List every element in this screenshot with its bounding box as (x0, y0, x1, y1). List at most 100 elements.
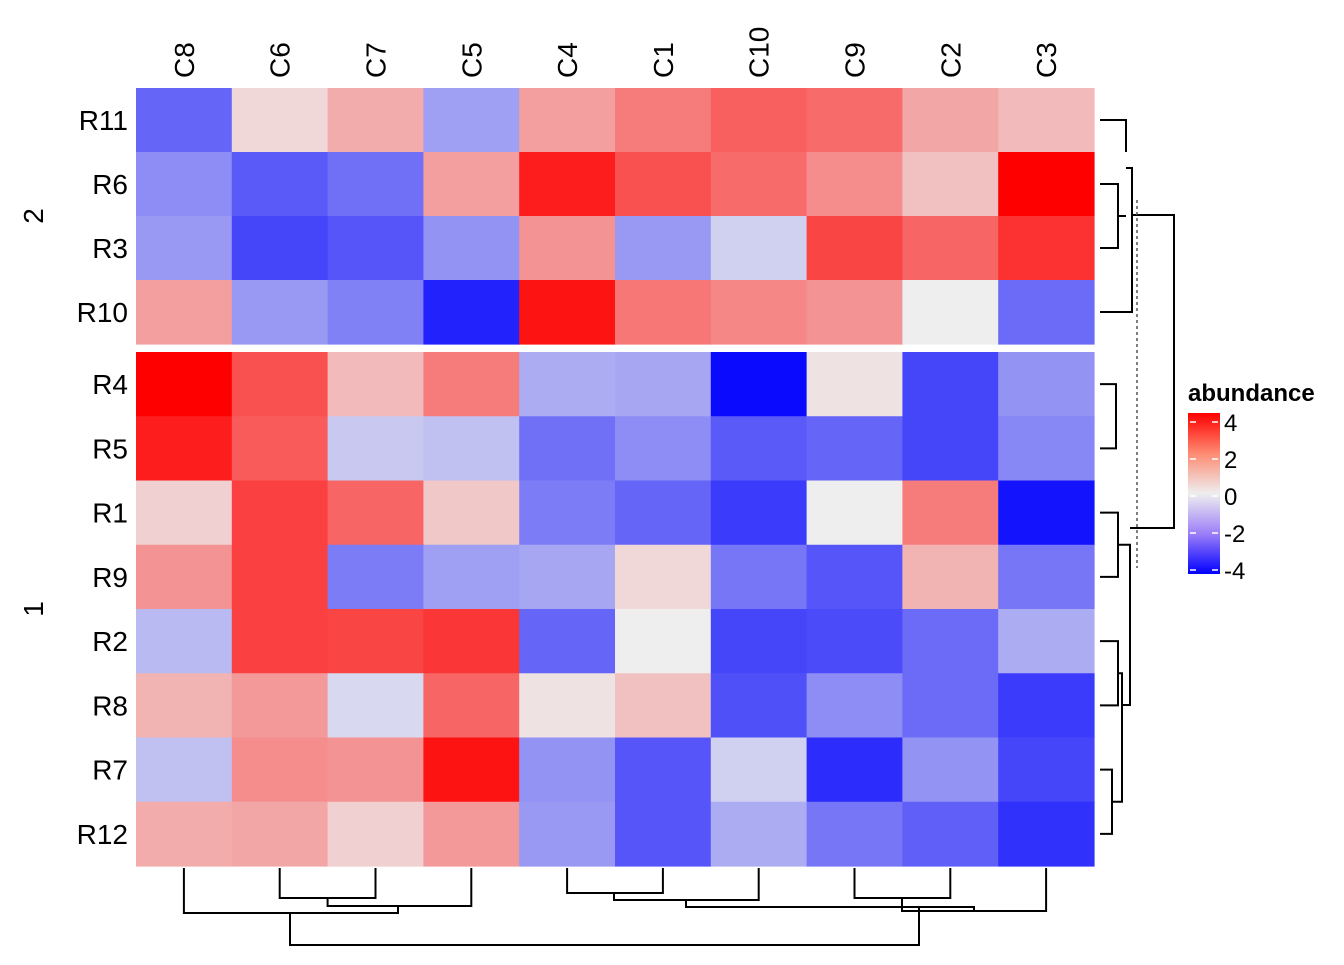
row-label-r10: R10 (77, 297, 128, 328)
cell-r12-c9 (806, 801, 903, 867)
cell-r10-c5 (423, 280, 520, 345)
cell-r8-c2 (902, 673, 999, 739)
cell-r6-c5 (423, 152, 520, 217)
cell-r11-c1 (615, 88, 712, 153)
cell-r2-c2 (902, 609, 999, 674)
cell-r6-c6 (231, 152, 329, 217)
cell-r5-c1 (615, 416, 712, 482)
row-dendro-link (1100, 119, 1127, 152)
legend-tick-label: -4 (1224, 558, 1245, 585)
cell-r12-c6 (231, 801, 329, 867)
cell-r10-c7 (327, 280, 424, 345)
cell-r7-c4 (519, 737, 616, 803)
col-dendro-link (278, 868, 377, 899)
cell-r10-c3 (998, 280, 1095, 345)
cell-r1-c6 (231, 480, 329, 546)
row-label-r3: R3 (92, 233, 128, 264)
cell-r1-c8 (136, 480, 233, 546)
cell-r9-c3 (998, 544, 1095, 610)
cell-r5-c6 (231, 416, 329, 482)
row-dendro-link (1100, 383, 1117, 450)
col-label-c2: C2 (935, 42, 966, 78)
cell-r1-c10 (710, 480, 808, 546)
col-label-c9: C9 (840, 42, 871, 78)
row-group-label-1: 1 (18, 601, 49, 617)
cell-r8-c10 (710, 673, 808, 739)
cell-r6-c7 (327, 152, 424, 217)
col-dendro-link (613, 868, 760, 901)
cell-r10-c8 (136, 280, 233, 345)
cell-r5-c10 (710, 416, 808, 482)
cell-r1-c4 (519, 480, 616, 546)
cell-r3-c4 (519, 216, 616, 281)
column-dendrogram (182, 868, 1048, 946)
cell-r5-c8 (136, 416, 233, 482)
cell-r7-c1 (615, 737, 712, 803)
cell-r4-c9 (806, 352, 903, 417)
cell-r7-c3 (998, 737, 1095, 803)
row-label-r1: R1 (92, 498, 128, 529)
cell-r7-c7 (327, 737, 424, 803)
cell-r10-c9 (806, 280, 903, 345)
cell-r5-c5 (423, 416, 520, 482)
cell-r9-c1 (615, 544, 712, 610)
legend-tick-label: 4 (1224, 410, 1237, 437)
cell-r1-c1 (615, 480, 712, 546)
row-dendro-link (1100, 183, 1119, 249)
col-label-c5: C5 (456, 42, 487, 78)
row-group-label-2: 2 (18, 208, 49, 224)
cell-r7-c5 (423, 737, 520, 803)
cell-r9-c4 (519, 544, 616, 610)
cell-r3-c2 (902, 216, 999, 281)
cell-r5-c4 (519, 416, 616, 482)
cell-r1-c9 (806, 480, 903, 546)
row-dendro-link (1100, 768, 1113, 835)
cell-r8-c5 (423, 673, 520, 739)
cell-r12-c5 (423, 801, 520, 867)
cell-r10-c10 (710, 280, 808, 345)
cell-r4-c5 (423, 352, 520, 417)
cell-r10-c2 (902, 280, 999, 345)
cell-r9-c7 (327, 544, 424, 610)
cell-r12-c2 (902, 801, 999, 867)
cell-r6-c10 (710, 152, 808, 217)
cell-r9-c9 (806, 544, 903, 610)
row-label-r7: R7 (92, 755, 128, 786)
row-label-r2: R2 (92, 626, 128, 657)
color-legend: abundance 4 2 0 -2 -4 (1188, 380, 1315, 585)
row-label-r8: R8 (92, 690, 128, 721)
col-label-c3: C3 (1031, 42, 1062, 78)
cell-r10-c4 (519, 280, 616, 345)
cell-r11-c5 (423, 88, 520, 153)
row-label-r11: R11 (79, 105, 128, 136)
row-label-r6: R6 (92, 169, 128, 200)
cell-r1-c7 (327, 480, 424, 546)
row-label-r12: R12 (77, 819, 128, 850)
legend-title: abundance (1188, 380, 1315, 407)
cell-r6-c2 (902, 152, 999, 217)
cell-r1-c3 (998, 480, 1095, 546)
row-dendro-link (1100, 511, 1119, 578)
cell-r6-c4 (519, 152, 616, 217)
cell-r12-c1 (615, 801, 712, 867)
legend-tick-label: -2 (1224, 521, 1245, 548)
cell-r9-c6 (231, 544, 329, 610)
cell-r2-c3 (998, 609, 1095, 674)
cell-r8-c6 (231, 673, 329, 739)
cell-r8-c9 (806, 673, 903, 739)
cell-r7-c10 (710, 737, 808, 803)
col-dendro-link (326, 868, 473, 907)
cell-r1-c2 (902, 480, 999, 546)
cell-r4-c4 (519, 352, 616, 417)
cell-r3-c6 (231, 216, 329, 281)
col-label-c4: C4 (552, 42, 583, 78)
cell-r12-c8 (136, 801, 233, 867)
cell-r2-c6 (231, 609, 329, 674)
cell-r3-c1 (615, 216, 712, 281)
cell-r9-c10 (710, 544, 808, 610)
col-label-c8: C8 (169, 42, 200, 78)
row-dendro-root (1130, 214, 1175, 529)
cell-r6-c1 (615, 152, 712, 217)
cell-r12-c7 (327, 801, 424, 867)
cell-r4-c10 (710, 352, 808, 417)
